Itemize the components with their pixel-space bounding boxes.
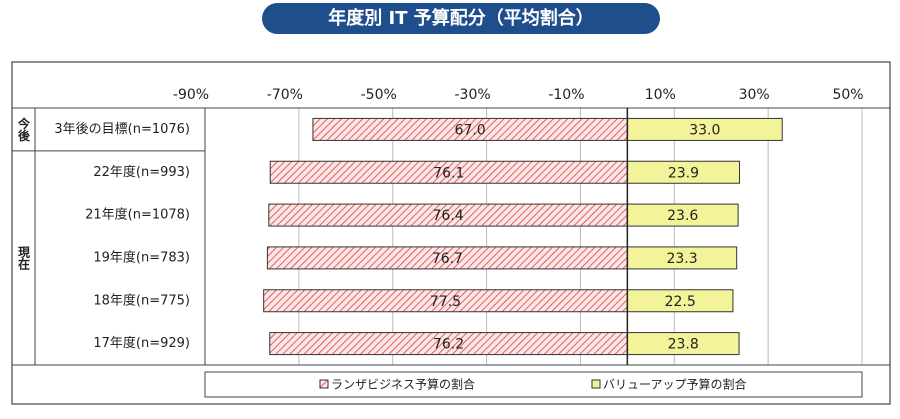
chart-title: 年度別 IT 予算配分（平均割合） [328,7,594,29]
frame [11,61,891,405]
value-label: 76.4 [433,208,464,224]
x-tick-label: -50% [361,87,397,103]
value-label: 67.0 [455,122,486,138]
y-tick-label: 19年度(n=783) [93,249,190,265]
legend-swatch [591,379,601,389]
x-tick-label: 10% [645,87,676,103]
value-label: 76.1 [433,165,464,181]
x-tick-label: 50% [832,87,863,103]
x-tick-label: -90% [173,87,209,103]
legend-label: バリューアップ予算の割合 [603,377,747,392]
value-label: 23.3 [666,251,697,267]
title-pill [262,3,660,34]
value-label: 77.5 [430,294,461,310]
value-label: 23.6 [667,208,698,224]
x-tick-label: -30% [454,87,490,103]
y-tick-label: 18年度(n=775) [93,292,190,308]
value-label: 76.2 [433,337,464,353]
row-group-label: 今後 [17,116,31,142]
legend-swatch [319,379,329,389]
row-group-label: 現在 [17,245,31,270]
value-label: 33.0 [689,122,720,138]
y-tick-label: 17年度(n=929) [93,335,190,351]
legend-box [204,371,863,398]
y-tick-label: 21年度(n=1078) [85,207,190,223]
x-tick-label: 30% [739,87,770,103]
x-tick-label: -10% [548,87,584,103]
y-tick-label: 3年後の目標(n=1076) [54,122,190,137]
value-label: 76.7 [432,251,463,267]
legend-label: ランザビジネス予算の割合 [331,377,475,392]
x-tick-label: -70% [267,87,303,103]
value-label: 22.5 [665,294,696,310]
y-tick-label: 22年度(n=993) [93,164,190,180]
value-label: 23.9 [668,165,699,181]
value-label: 23.8 [668,337,699,353]
